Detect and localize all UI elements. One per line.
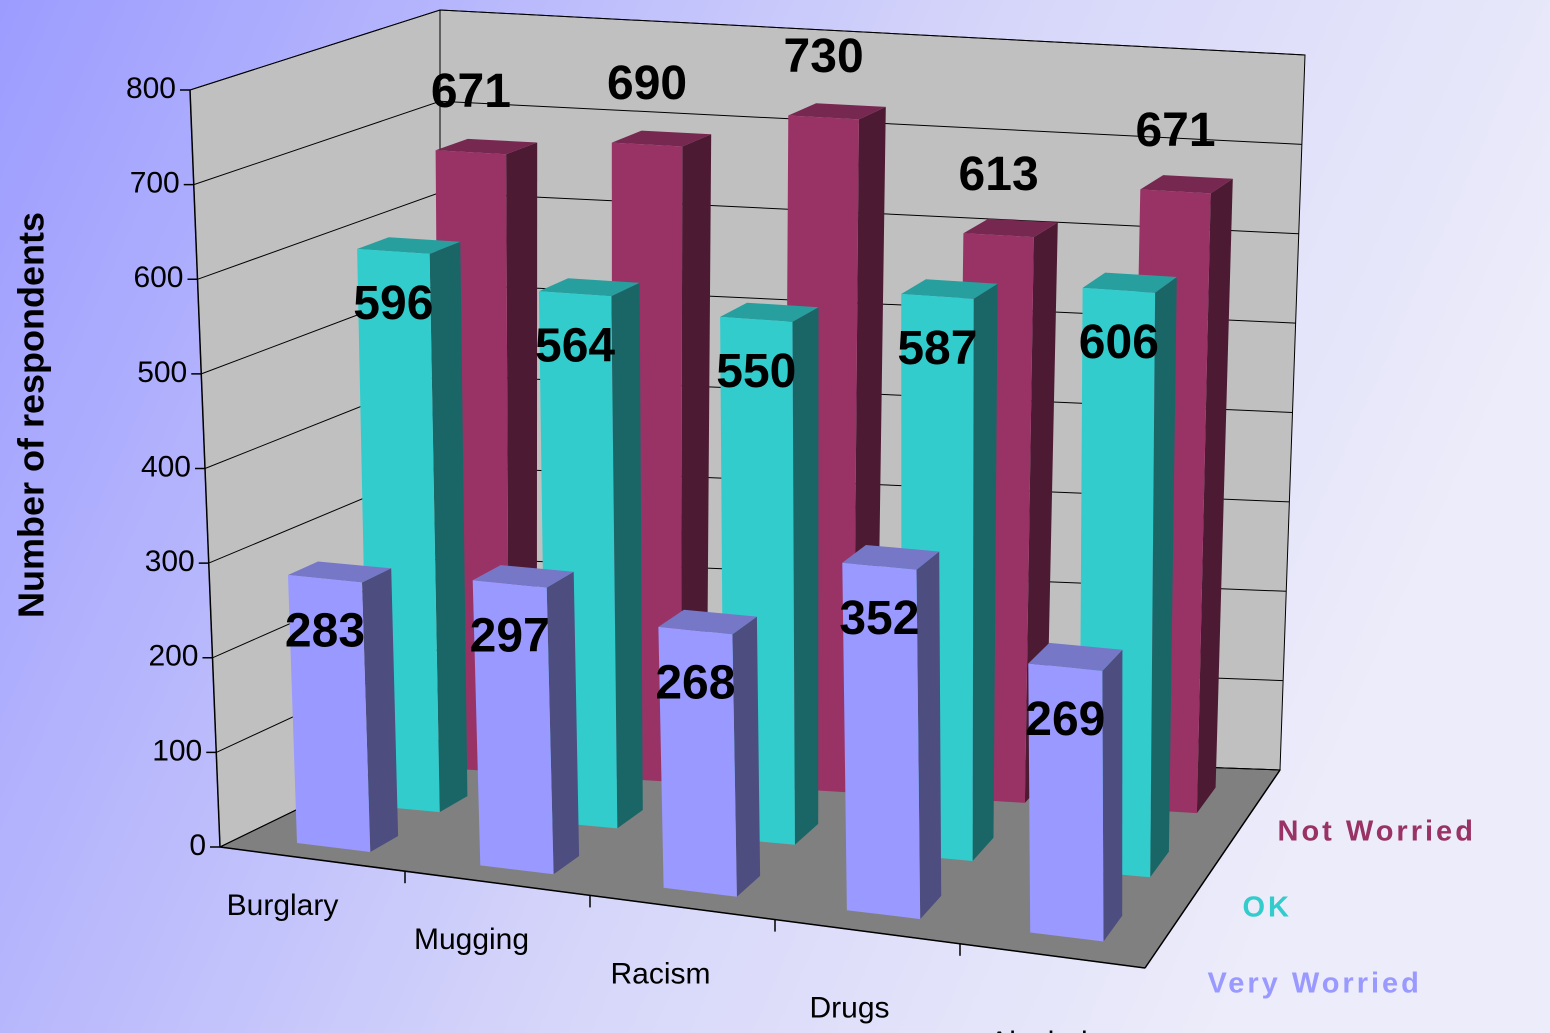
bar-top — [1028, 642, 1123, 671]
bar-side — [1150, 277, 1177, 878]
y-tick-label: 100 — [152, 734, 202, 767]
x-tick-label: Drugs — [809, 992, 889, 1025]
data-label: 268 — [655, 656, 735, 709]
x-tick-label: Alcohol — [989, 1026, 1087, 1033]
x-tick-label: Racism — [610, 957, 710, 990]
bar-top — [788, 103, 886, 120]
data-label: 550 — [716, 345, 796, 398]
bar — [472, 580, 554, 875]
data-label: 613 — [959, 148, 1039, 201]
bar-side — [611, 282, 643, 829]
y-axis-label: Number of respondents — [11, 212, 52, 618]
y-tick-label: 700 — [130, 167, 180, 200]
data-label: 564 — [535, 319, 615, 372]
data-label: 690 — [607, 57, 687, 110]
bar-side — [732, 616, 761, 897]
data-label: 587 — [897, 322, 977, 375]
bar-top — [901, 279, 998, 299]
grid-line — [189, 9, 1306, 91]
series-label: Not Worried — [1278, 816, 1476, 848]
bar-top — [658, 609, 757, 635]
bar-side — [546, 571, 580, 875]
data-label: 269 — [1025, 693, 1105, 746]
y-tick-label: 800 — [126, 72, 176, 105]
data-label: 352 — [839, 592, 919, 645]
bar-side — [916, 551, 942, 920]
series-label: OK — [1243, 892, 1293, 924]
bar-top — [842, 545, 940, 570]
data-label: 606 — [1079, 316, 1159, 369]
bar — [288, 575, 371, 852]
bar-top — [1082, 272, 1177, 293]
bar-top — [357, 237, 461, 254]
bar-top — [720, 302, 819, 322]
bar-top — [611, 130, 712, 147]
data-label: 283 — [285, 604, 365, 657]
y-tick-label: 200 — [148, 640, 198, 673]
x-axis — [219, 846, 1146, 969]
data-label: 596 — [353, 277, 433, 330]
bar-top — [435, 138, 538, 155]
bar-top — [538, 278, 640, 297]
y-tick-label: 0 — [189, 829, 206, 862]
bar-top — [288, 561, 392, 583]
data-label: 730 — [784, 30, 864, 83]
bar-side — [792, 307, 819, 845]
y-axis — [189, 89, 221, 848]
y-tick-label: 500 — [137, 356, 187, 389]
bar — [1028, 663, 1104, 942]
data-label: 671 — [1135, 104, 1215, 157]
bar-top — [472, 565, 574, 588]
bar-side — [1102, 649, 1123, 942]
bar-side — [1024, 222, 1058, 803]
z-axis — [1144, 769, 1281, 969]
y-tick-label: 300 — [145, 545, 195, 578]
y-tick-label: 600 — [133, 261, 183, 294]
bar-side — [429, 241, 468, 813]
bar-side — [972, 283, 998, 861]
data-label: 297 — [470, 610, 550, 663]
bar-top — [963, 218, 1058, 238]
bar-side — [1196, 178, 1233, 814]
y-tick-label: 400 — [141, 450, 191, 483]
x-tick-label: Mugging — [414, 923, 529, 956]
bar — [658, 626, 737, 897]
data-label: 671 — [431, 65, 511, 118]
grid-line — [193, 100, 1302, 186]
bar-top — [1140, 175, 1233, 194]
bar — [842, 562, 921, 920]
bar-side — [362, 568, 399, 852]
series-label: Very Worried — [1208, 968, 1422, 1000]
x-tick-label: Burglary — [227, 889, 339, 922]
